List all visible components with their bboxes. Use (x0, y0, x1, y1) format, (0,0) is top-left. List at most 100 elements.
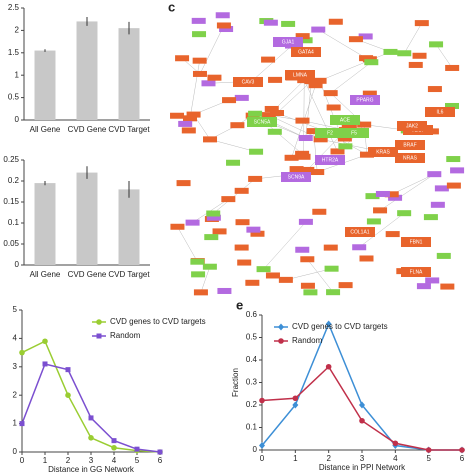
node (412, 52, 427, 59)
node (357, 121, 372, 128)
node (445, 64, 460, 71)
node (235, 219, 250, 226)
node (248, 175, 263, 182)
node: BRAF (395, 140, 425, 150)
node (359, 151, 374, 158)
node-box (233, 77, 263, 87)
marker (325, 320, 332, 328)
node: GJA1 (273, 37, 303, 47)
node (191, 271, 206, 278)
node (230, 122, 245, 129)
edge (209, 139, 257, 152)
y-tick-label: 0 (15, 115, 20, 124)
bar (118, 189, 140, 265)
node-box (273, 37, 303, 47)
y-tick-label: 2 (13, 390, 18, 399)
node (245, 279, 260, 286)
node-label: F2 (327, 130, 333, 136)
node (423, 214, 438, 221)
marker (425, 447, 432, 453)
node-label: JAK2 (406, 123, 418, 129)
panel-label: e (236, 297, 243, 312)
node-label: GJA1 (282, 39, 295, 45)
node (219, 26, 234, 33)
marker (96, 319, 102, 325)
node (278, 276, 293, 283)
node (263, 19, 278, 26)
node (311, 26, 326, 33)
node-label: KRAS (376, 149, 390, 155)
node (365, 193, 380, 200)
legend-label: Random (110, 331, 141, 340)
node (193, 289, 208, 296)
node-label: FLNA (410, 269, 423, 275)
node (186, 111, 201, 118)
node: SCN5A (247, 117, 277, 127)
node (216, 22, 231, 29)
node (338, 143, 353, 150)
network: LMNAACESCN5AKRASBRAFPPARGHTR2AIL6VEGFFLN… (170, 12, 465, 296)
node (295, 150, 310, 157)
node (375, 190, 390, 197)
node-box (397, 121, 427, 131)
node (434, 185, 449, 192)
node (300, 256, 315, 263)
edge (379, 173, 435, 211)
node (217, 287, 232, 294)
node (298, 135, 313, 142)
edge (319, 51, 391, 82)
bar (34, 183, 56, 265)
node (192, 31, 207, 38)
x-tick-label: All Gene (30, 125, 61, 134)
node (237, 259, 252, 266)
node (359, 255, 374, 262)
node-label: CAV3 (242, 79, 255, 85)
edge (307, 259, 334, 293)
node-box (425, 107, 455, 117)
marker (111, 444, 117, 451)
node (312, 77, 327, 84)
y-tick-label: 0 (15, 260, 20, 269)
y-tick-label: 0.1 (246, 423, 258, 432)
x-axis-label: Distance in GG Network (48, 465, 135, 474)
y-tick-label: 0.1 (8, 218, 20, 227)
node-label: COL1A1 (350, 229, 369, 235)
marker (325, 363, 332, 370)
node (234, 187, 249, 194)
marker (359, 417, 365, 424)
node-box (315, 128, 345, 138)
x-tick-label: 0 (260, 454, 265, 463)
marker (392, 440, 399, 447)
y-tick-label: 0 (13, 447, 18, 456)
marker (459, 447, 465, 453)
node (256, 266, 271, 273)
node-box (401, 237, 431, 247)
node-label: SCN9A (288, 174, 305, 180)
node (295, 117, 310, 124)
node: PPARG (350, 95, 380, 105)
node-box (350, 95, 380, 105)
edge (177, 226, 198, 262)
node (310, 169, 325, 176)
node (408, 61, 423, 68)
node-box (330, 115, 360, 125)
node: ACE (330, 115, 360, 125)
node (304, 78, 319, 85)
y-tick-label: 0.3 (246, 378, 258, 387)
node (222, 97, 237, 104)
y-tick-label: 0.15 (3, 197, 19, 206)
node (185, 219, 200, 226)
marker (157, 449, 163, 455)
node (190, 258, 205, 265)
x-tick-label: CVD Gene (68, 125, 107, 134)
edge (251, 45, 293, 82)
node (300, 282, 315, 289)
marker (88, 415, 94, 421)
node-label: GATA4 (298, 49, 314, 55)
node-box (291, 47, 321, 57)
y-tick-label: 0.05 (3, 239, 19, 248)
y-tick-label: 4 (13, 334, 18, 343)
edge (189, 60, 200, 119)
node (249, 148, 264, 155)
x-tick-label: 3 (360, 454, 365, 463)
